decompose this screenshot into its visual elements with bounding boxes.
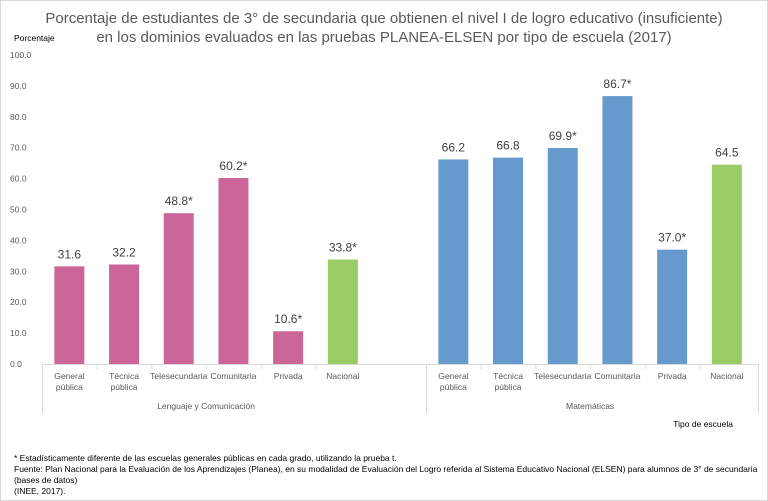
category-label: pública xyxy=(56,382,83,392)
bar xyxy=(547,148,578,364)
bar xyxy=(493,157,524,364)
y-tick-label: 30.0 xyxy=(10,266,27,276)
category-label: pública xyxy=(111,382,138,392)
data-label: 31.6 xyxy=(58,247,82,261)
data-label: 37.0* xyxy=(658,231,686,245)
category-label: Técnica xyxy=(109,371,139,381)
y-tick-label: 100.0 xyxy=(10,50,32,60)
category-label: pública xyxy=(440,382,467,392)
chart-title-line-1: Porcentaje de estudiantes de 3° de secun… xyxy=(45,10,723,27)
bar xyxy=(273,331,304,364)
y-tick-label: 60.0 xyxy=(10,174,27,184)
x-axis-title: Tipo de escuela xyxy=(673,419,733,429)
category-label: General xyxy=(54,371,84,381)
category-label: Nacional xyxy=(710,371,743,381)
data-label: 64.5 xyxy=(715,146,739,160)
bar xyxy=(109,264,140,364)
bar xyxy=(602,96,633,365)
data-label: 86.7* xyxy=(603,77,631,91)
y-tick-label: 40.0 xyxy=(10,235,27,245)
y-tick-label: 80.0 xyxy=(10,112,27,122)
category-label: Telesecundaria xyxy=(534,371,591,381)
data-label: 10.6* xyxy=(274,312,302,326)
data-label: 48.8* xyxy=(165,194,193,208)
category-label: pública xyxy=(495,382,522,392)
bar xyxy=(438,159,469,364)
category-label: Comunitaria xyxy=(595,371,641,381)
bar xyxy=(657,249,688,364)
data-label: 66.2 xyxy=(442,140,466,154)
group-label: Lenguaje y Comunicación xyxy=(157,401,255,411)
bar xyxy=(218,177,249,364)
data-label: 66.8 xyxy=(496,139,520,153)
bar xyxy=(711,164,742,364)
bar-chart: Porcentaje Tipo de escuela 0.0 10.0 20.0 30.0… xyxy=(10,33,759,429)
category-label: General xyxy=(438,371,468,381)
category-label: Privada xyxy=(274,371,303,381)
y-tick-label: 90.0 xyxy=(10,81,27,91)
chart-title: Porcentaje de estudiantes de 3° de secun… xyxy=(0,9,768,47)
data-label: 33.8* xyxy=(329,241,357,255)
y-tick-label: 70.0 xyxy=(10,143,27,153)
chart-title-line-2: en los dominios evaluados en las pruebas… xyxy=(96,29,672,46)
footnote-source-cont: (INEE, 2017). xyxy=(14,486,66,496)
footnote-significance: * Estadísticamente diferente de las escu… xyxy=(14,453,397,463)
group-label: Matemáticas xyxy=(566,401,614,411)
footnotes: * Estadísticamente diferente de las escu… xyxy=(14,453,759,497)
footnote-source: Fuente: Plan Nacional para la Evaluación… xyxy=(14,464,758,485)
category-label: Privada xyxy=(658,371,687,381)
data-label: 69.9* xyxy=(549,129,577,143)
bar xyxy=(327,259,358,364)
bar xyxy=(163,213,194,364)
category-label: Comunitaria xyxy=(211,371,257,381)
category-label: Telesecundaria xyxy=(150,371,207,381)
bar xyxy=(54,266,85,364)
data-label: 32.2 xyxy=(112,246,136,260)
y-tick-label: 50.0 xyxy=(10,205,27,215)
category-label: Nacional xyxy=(326,371,359,381)
y-tick-label: 20.0 xyxy=(10,297,27,307)
y-tick-label: 10.0 xyxy=(10,328,27,338)
data-label: 60.2* xyxy=(219,159,247,173)
y-axis-title: Porcentaje xyxy=(14,33,55,43)
y-tick-label: 0.0 xyxy=(10,359,22,369)
category-label: Técnica xyxy=(493,371,523,381)
